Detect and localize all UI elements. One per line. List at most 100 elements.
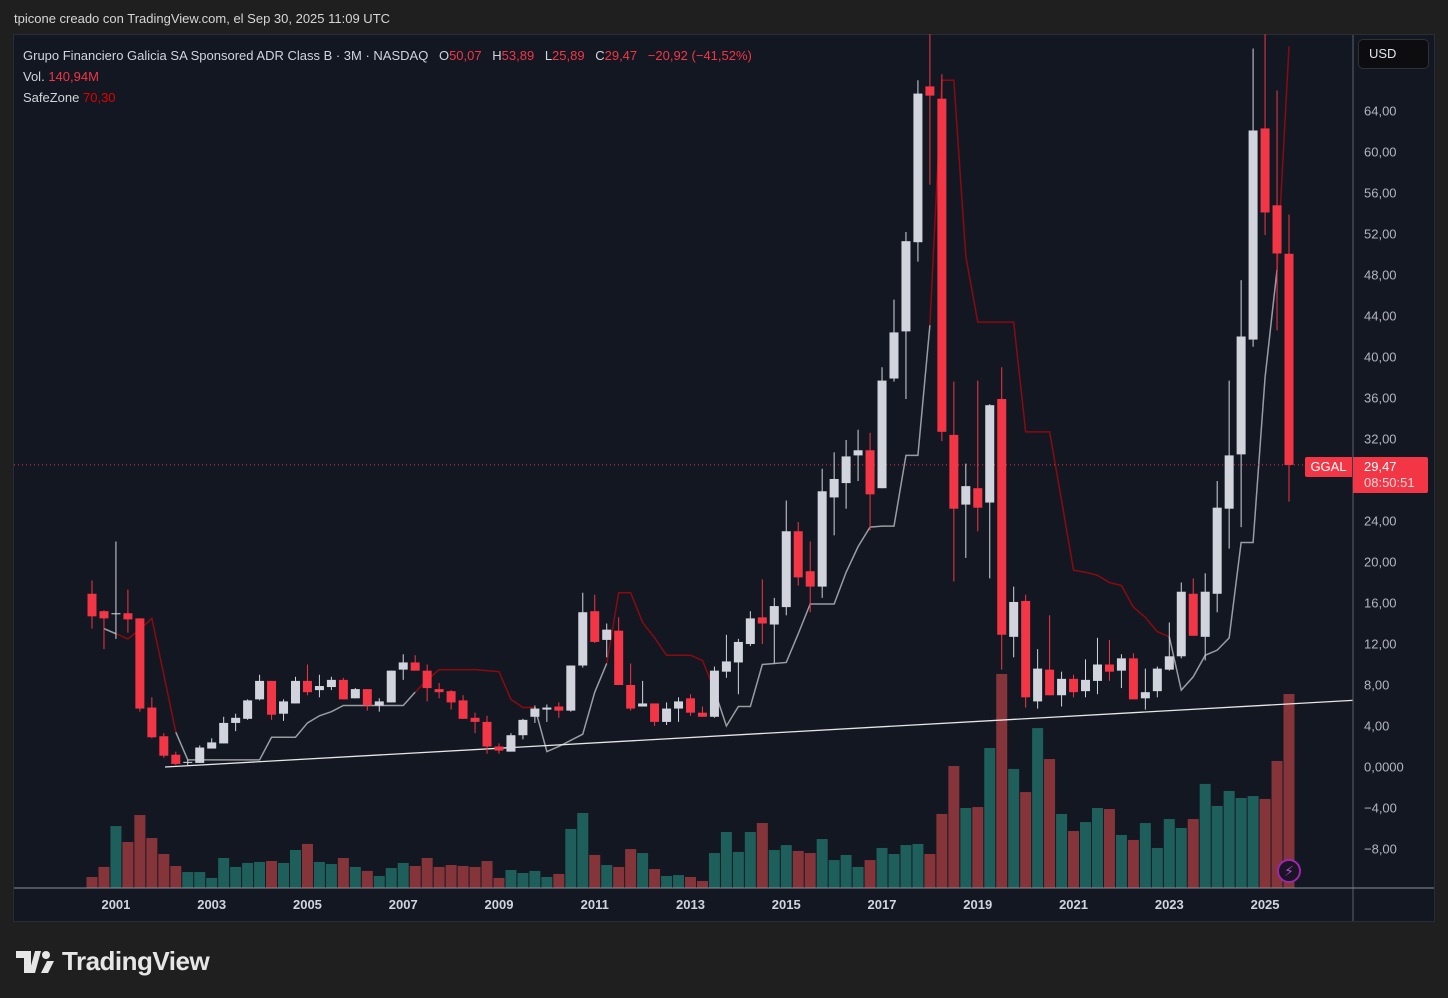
safezone-short-stop-line (929, 79, 1170, 638)
volume-bar (589, 854, 601, 888)
volume-bar (649, 869, 661, 888)
safezone-label: SafeZone (23, 90, 80, 105)
candle-down (1069, 678, 1079, 693)
volume-bar (876, 847, 888, 888)
candle-up (721, 661, 731, 672)
volume-bar (696, 880, 708, 888)
candle-up (889, 332, 899, 379)
price-axis-label: 60,00 (1364, 144, 1397, 160)
volume-bar (266, 861, 278, 888)
time-axis-label: 2005 (292, 897, 322, 912)
candle-up (1057, 678, 1067, 696)
candle-up (566, 665, 576, 711)
volume-bar (98, 866, 110, 888)
volume-bar (816, 838, 828, 888)
volume-bar (1223, 790, 1235, 888)
currency-button[interactable]: USD (1358, 39, 1429, 69)
safezone-long-stop-line (1168, 269, 1278, 692)
volume-bar (792, 850, 804, 888)
close-label: C (595, 48, 605, 63)
volume-bar (361, 870, 373, 888)
candle-up (901, 241, 911, 332)
volume-bar (840, 854, 852, 888)
lightning-icon[interactable]: ⚡︎ (1277, 859, 1301, 883)
time-axis-label: 2025 (1250, 897, 1280, 912)
price-axis-label: −8,00 (1364, 841, 1397, 857)
volume-bar (541, 876, 553, 888)
tradingview-logo: TradingView (16, 946, 210, 977)
time-axis-label: 2007 (388, 897, 418, 912)
open-value: 50,07 (449, 48, 482, 63)
volume-bar (1283, 694, 1295, 888)
candle-up (1033, 668, 1043, 702)
volume-bar (553, 873, 565, 888)
volume-bar (445, 865, 457, 888)
volume-bar (1068, 831, 1080, 888)
price-axis-label: 4,00 (1364, 718, 1390, 734)
legend-safezone-row[interactable]: SafeZone 70,30 (23, 87, 752, 108)
candle-down (99, 611, 109, 619)
candle-down (171, 754, 181, 764)
time-axis-label: 2015 (771, 897, 801, 912)
volume-bar (1008, 768, 1020, 888)
volume-bar (1115, 835, 1127, 888)
candle-up (913, 93, 923, 243)
legend-symbol-row[interactable]: Grupo Financiero Galicia SA Sponsored AD… (23, 45, 752, 66)
support-trendline (164, 699, 1353, 768)
volume-bar (397, 862, 409, 888)
change-value: −20,92 (−41,52%) (647, 48, 752, 63)
candle-down (590, 611, 600, 642)
volume-bar (613, 866, 625, 888)
axis-lines (14, 35, 1434, 921)
legend-volume-row[interactable]: Vol. 140,94M (23, 66, 752, 87)
volume-bar (1163, 819, 1175, 888)
volume-bar (1247, 796, 1259, 888)
time-axis-label: 2003 (197, 897, 227, 912)
candle-down (147, 707, 157, 738)
candle-up (841, 456, 851, 484)
candle-up (745, 618, 755, 644)
candle-down (793, 531, 803, 578)
volume-bar (206, 877, 218, 888)
candle-up (829, 478, 839, 498)
candle-down (1104, 664, 1114, 672)
volume-bar (984, 748, 996, 888)
candle-down (470, 717, 480, 722)
volume-bar (1056, 813, 1068, 888)
volume-bar (577, 812, 589, 888)
candle-up (1200, 591, 1210, 637)
volume-bar (768, 850, 780, 888)
price-axis-label: 32,00 (1364, 431, 1397, 447)
safezone-lines (103, 46, 1290, 761)
volume-bar (158, 854, 170, 888)
candle-up (1116, 658, 1126, 671)
candle-up (709, 670, 719, 717)
chart-caption: tpicone creado con TradingView.com, el S… (14, 11, 391, 26)
candle-up (326, 679, 336, 688)
volume-bar (1199, 783, 1211, 888)
candle-up (386, 670, 396, 703)
candle-up (662, 708, 672, 722)
volume-bar (1139, 823, 1151, 888)
candle-up (877, 380, 887, 489)
volume-bar (301, 843, 313, 888)
candle-up (1176, 591, 1186, 657)
candle-down (267, 680, 277, 715)
volume-bar (134, 815, 146, 888)
candle-down (650, 703, 660, 722)
price-axis-label: 52,00 (1364, 226, 1397, 242)
open-label: O (438, 48, 450, 63)
volume-bar (1271, 760, 1283, 888)
time-axis-label: 2013 (676, 897, 705, 912)
candle-up (243, 700, 253, 719)
candle-down (123, 613, 133, 620)
price-axis-label: 0,0000 (1364, 759, 1404, 775)
candle-up (279, 701, 289, 714)
candle-up (542, 707, 552, 710)
volume-bar (1211, 805, 1223, 888)
candle-up (1152, 668, 1162, 692)
volume-label: Vol. (23, 69, 45, 84)
chart-panel[interactable] (13, 34, 1435, 922)
volume-bar (218, 857, 230, 888)
